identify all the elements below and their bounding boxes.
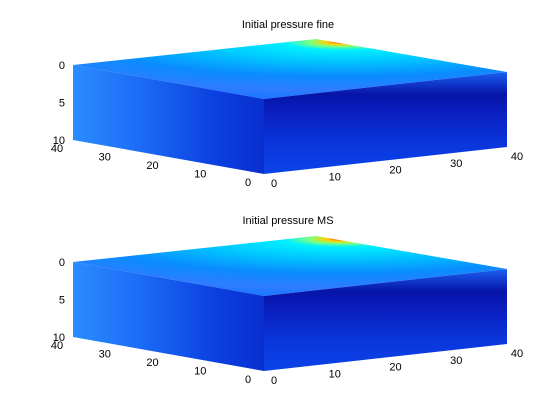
subplot-ms: Initial pressure MS 0 10 20 30 40 0 10 20 30 40 0 5…	[51, 215, 523, 387]
surface-top-face	[73, 39, 507, 99]
surface-left-face	[73, 65, 264, 174]
x-tick-label: 20	[389, 165, 401, 177]
z-tick-label: 5	[59, 295, 65, 307]
z-tick-label: 0	[59, 257, 65, 269]
y-tick-label: 30	[99, 349, 111, 361]
surface-right-face	[264, 269, 507, 371]
x-tick-label: 10	[329, 368, 341, 380]
z-tick-label: 0	[59, 60, 65, 72]
x-tick-label: 30	[450, 355, 462, 367]
z-tick-label: 10	[53, 332, 65, 344]
y-tick-label: 20	[146, 160, 158, 172]
tick-labels: 0 10 20 30 40 0 10 20 30 40 0 5 10	[51, 257, 523, 387]
tick-labels: 0 10 20 30 40 0 10 20 30 40 0 5 10	[51, 60, 523, 190]
surface-top-face	[73, 236, 507, 296]
x-tick-label: 0	[271, 375, 277, 387]
y-tick-label: 30	[99, 152, 111, 164]
z-tick-label: 10	[53, 135, 65, 147]
chart-title: Initial pressure fine	[242, 19, 334, 31]
subplot-fine: Initial pressure fine 0 10 20 30 40 0 10 20 30 40…	[51, 19, 523, 190]
surface-left-face	[73, 262, 264, 371]
x-tick-label: 30	[450, 158, 462, 170]
x-tick-label: 0	[271, 178, 277, 190]
y-tick-label: 40	[51, 143, 63, 155]
z-tick-label: 5	[59, 98, 65, 110]
y-tick-label: 40	[51, 340, 63, 352]
x-tick-label: 40	[511, 348, 523, 360]
x-tick-label: 20	[389, 362, 401, 374]
x-tick-label: 10	[329, 171, 341, 183]
y-tick-label: 0	[245, 177, 251, 189]
surface-right-face	[264, 72, 507, 174]
y-tick-label: 10	[194, 366, 206, 378]
y-tick-label: 0	[245, 374, 251, 386]
y-tick-label: 10	[194, 169, 206, 181]
x-tick-label: 40	[511, 151, 523, 163]
y-tick-label: 20	[146, 357, 158, 369]
chart-title: Initial pressure MS	[242, 215, 333, 227]
